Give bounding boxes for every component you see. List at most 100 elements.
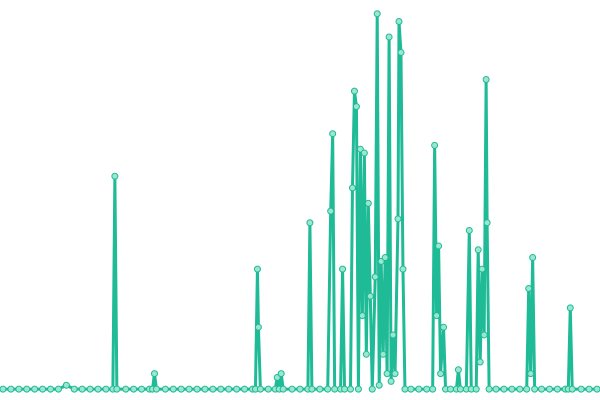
point <box>306 219 314 227</box>
point <box>23 385 31 393</box>
point <box>341 385 349 393</box>
point <box>150 370 158 378</box>
point <box>7 385 15 393</box>
point <box>78 385 86 393</box>
point <box>385 33 393 41</box>
point <box>254 323 262 331</box>
point <box>193 385 201 393</box>
point <box>352 103 360 111</box>
point <box>130 385 138 393</box>
point <box>296 385 304 393</box>
point <box>480 331 488 339</box>
point <box>47 385 55 393</box>
point <box>264 385 272 393</box>
point <box>31 385 39 393</box>
point <box>478 265 486 273</box>
point <box>465 226 473 234</box>
point <box>346 385 354 393</box>
point <box>201 385 209 393</box>
point <box>516 385 524 393</box>
point <box>0 385 7 393</box>
point <box>233 385 241 393</box>
point <box>401 385 409 393</box>
point <box>94 385 102 393</box>
point <box>433 312 441 320</box>
point <box>348 184 356 192</box>
point <box>209 385 217 393</box>
point <box>391 370 399 378</box>
point <box>508 385 516 393</box>
point <box>316 385 324 393</box>
point <box>329 130 337 138</box>
point <box>577 385 585 393</box>
point <box>568 385 576 393</box>
point <box>394 215 402 223</box>
point <box>423 385 431 393</box>
point <box>474 246 482 254</box>
point <box>113 385 121 393</box>
point <box>366 292 374 300</box>
point <box>70 385 78 393</box>
point <box>379 350 387 358</box>
point <box>362 350 370 358</box>
point <box>354 385 362 393</box>
point <box>62 381 70 389</box>
point <box>527 370 535 378</box>
point <box>454 366 462 374</box>
point <box>395 17 403 25</box>
point <box>593 385 600 393</box>
point <box>358 312 366 320</box>
point <box>102 385 110 393</box>
point <box>15 385 23 393</box>
point <box>308 385 316 393</box>
point <box>476 358 484 366</box>
point <box>500 385 508 393</box>
point <box>161 385 169 393</box>
point <box>177 385 185 393</box>
point <box>381 254 389 262</box>
point <box>483 219 491 227</box>
line <box>3 12 597 391</box>
point <box>553 385 561 393</box>
point <box>485 385 493 393</box>
point <box>368 385 376 393</box>
point <box>523 385 531 393</box>
point <box>185 385 193 393</box>
point <box>407 385 415 393</box>
point <box>331 385 339 393</box>
point <box>383 370 391 378</box>
point <box>111 172 119 180</box>
point <box>387 377 395 385</box>
point <box>277 370 285 378</box>
point <box>169 385 177 393</box>
point <box>86 385 94 393</box>
point <box>217 385 225 393</box>
point <box>482 76 490 84</box>
point <box>437 370 445 378</box>
point <box>529 254 537 262</box>
point <box>253 265 261 273</box>
point <box>138 385 146 393</box>
point <box>339 265 347 273</box>
point <box>360 149 368 157</box>
point <box>54 385 62 393</box>
point <box>531 385 539 393</box>
point <box>256 385 264 393</box>
point <box>241 385 249 393</box>
point <box>440 323 448 331</box>
point <box>279 385 287 393</box>
point <box>585 385 593 393</box>
point <box>375 381 383 389</box>
point <box>152 385 160 393</box>
point <box>288 385 296 393</box>
point <box>429 385 437 393</box>
point <box>399 265 407 273</box>
point <box>538 385 546 393</box>
point <box>324 385 332 393</box>
point <box>431 141 439 149</box>
point <box>225 385 233 393</box>
point <box>371 273 379 281</box>
point <box>456 385 464 393</box>
point <box>525 285 533 293</box>
